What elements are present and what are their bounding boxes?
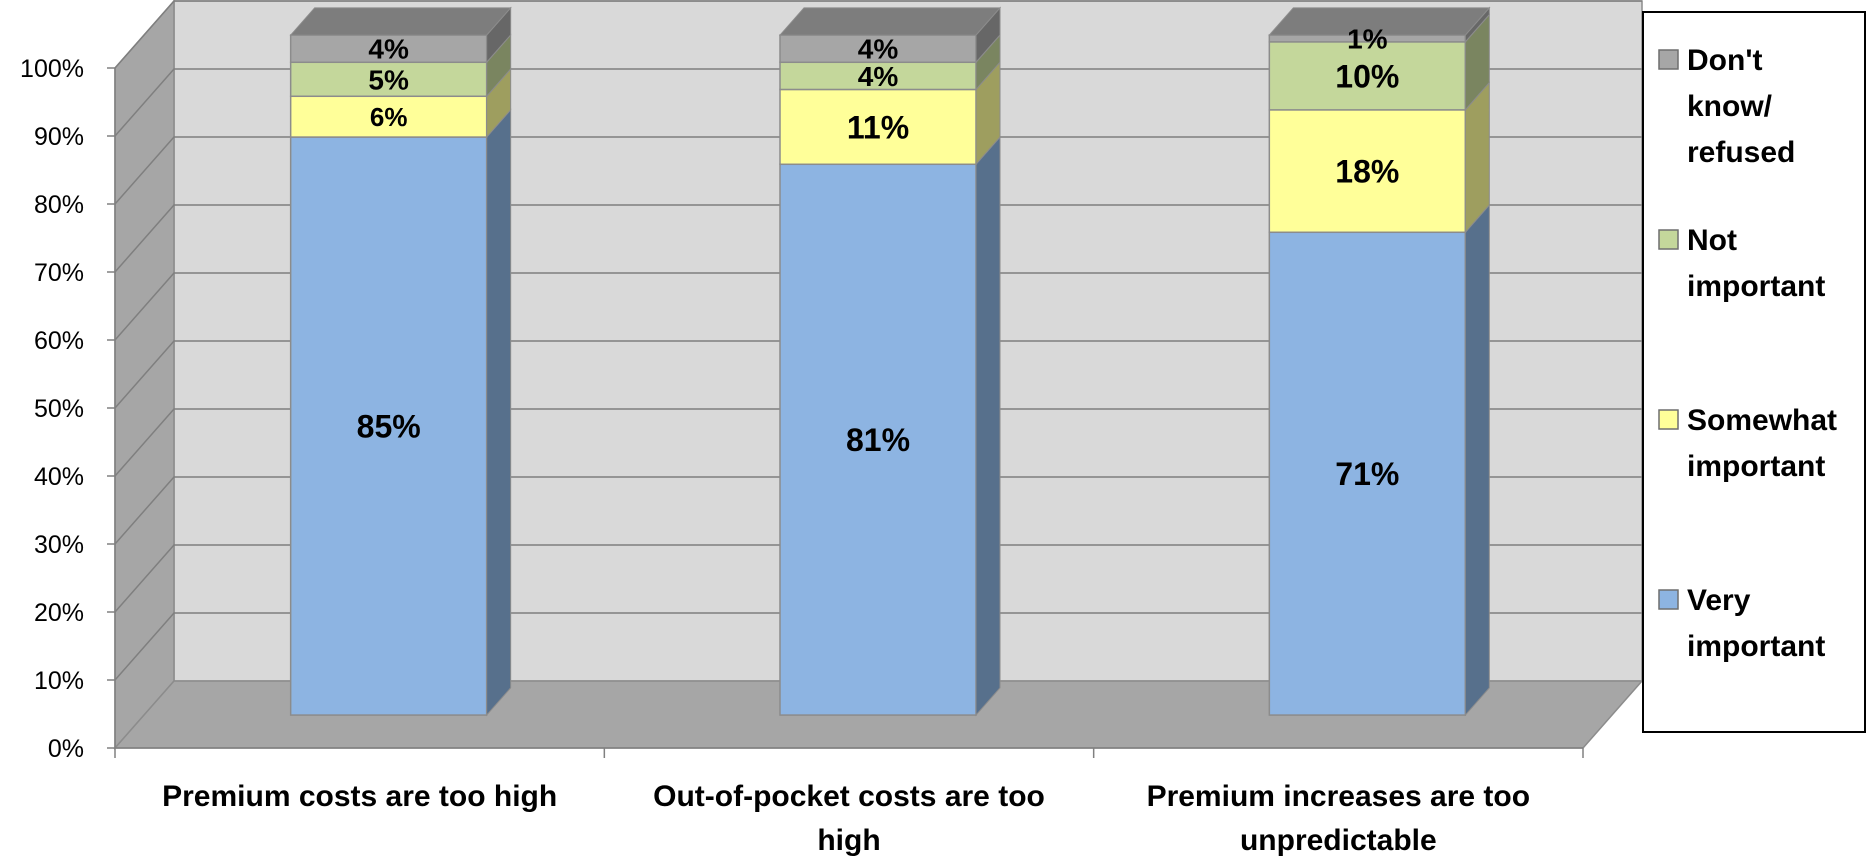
bar-segment [1268, 109, 1467, 234]
bar-segment [779, 163, 977, 716]
legend-label: important [1687, 270, 1825, 303]
legend-label: Somewhat [1687, 404, 1837, 437]
y-tick-label: 0% [48, 735, 84, 763]
bar-segment [779, 34, 977, 64]
legend-label: know/ [1687, 90, 1773, 123]
data-label: 1% [1347, 24, 1388, 55]
bar-segment [289, 61, 488, 98]
y-tick-label: 40% [34, 463, 84, 491]
y-tick-label: 100% [20, 55, 84, 83]
data-label: 4% [858, 34, 899, 65]
data-label: 11% [847, 109, 909, 145]
gridline [114, 0, 1642, 69]
gridline [114, 136, 1642, 205]
legend-label: important [1687, 450, 1825, 483]
x-category-label: Premium increases are too [1147, 780, 1531, 813]
bar-segment-side [1464, 203, 1490, 717]
data-label: 6% [370, 102, 408, 132]
gridline [114, 68, 1642, 137]
legend-label: important [1687, 630, 1825, 663]
legend: Don't know/refused Not important Somewhat imp… [1642, 11, 1866, 733]
x-category-label: high [817, 824, 880, 857]
data-label: 4% [368, 34, 409, 65]
y-tick-label: 30% [34, 531, 84, 559]
gridlines [114, 0, 1642, 681]
y-tick-label: 20% [34, 599, 84, 627]
data-label: 71% [1335, 456, 1399, 492]
axes: 0% 10% 20% 30% 40% 50% 60% 70% 80% 90% 100% Premium… [20, 55, 1584, 857]
data-labels: 85%6%5%4%81%11%4%4%71%18%10%1% [357, 24, 1400, 493]
bars [289, 6, 1491, 717]
data-label: 81% [846, 422, 910, 458]
gridline [114, 204, 1642, 273]
data-label: 5% [368, 64, 409, 95]
bar-segment-side [975, 135, 1001, 717]
legend-label: Don't [1687, 44, 1762, 77]
x-category-label: Premium costs are too high [162, 780, 557, 813]
y-tick-label: 60% [34, 327, 84, 355]
y-tick-label: 90% [34, 123, 84, 151]
gridline [114, 476, 1642, 545]
gridline [114, 544, 1642, 613]
bar-top [289, 7, 512, 36]
y-tick-label: 70% [34, 259, 84, 287]
gridline [114, 612, 1642, 681]
legend-swatch [1658, 589, 1679, 610]
legend-label: Not [1687, 224, 1737, 257]
legend-swatch [1658, 409, 1679, 430]
legend-swatch [1658, 49, 1679, 70]
legend-box [1642, 11, 1866, 733]
data-label: 85% [357, 409, 421, 445]
legend-label: refused [1687, 136, 1795, 169]
y-tick-label: 50% [34, 395, 84, 423]
x-category-label: Out-of-pocket costs are too [653, 780, 1045, 813]
bar-segment-side [486, 108, 512, 717]
bar-top [1268, 7, 1491, 36]
bar-segment [1268, 231, 1467, 716]
bar-top [778, 7, 1002, 36]
gridline [114, 408, 1642, 477]
y-tick-label: 10% [34, 667, 84, 695]
legend-label: Very [1687, 584, 1751, 617]
x-category-label: unpredictable [1240, 824, 1437, 857]
bar-segment [289, 34, 488, 64]
gridline [114, 340, 1642, 409]
y-tick-label: 80% [34, 191, 84, 219]
legend-swatch [1658, 229, 1679, 250]
data-label: 4% [858, 61, 899, 92]
data-label: 18% [1335, 154, 1399, 190]
data-label: 10% [1335, 58, 1399, 94]
bar-segment [289, 136, 488, 716]
gridline [114, 272, 1642, 341]
